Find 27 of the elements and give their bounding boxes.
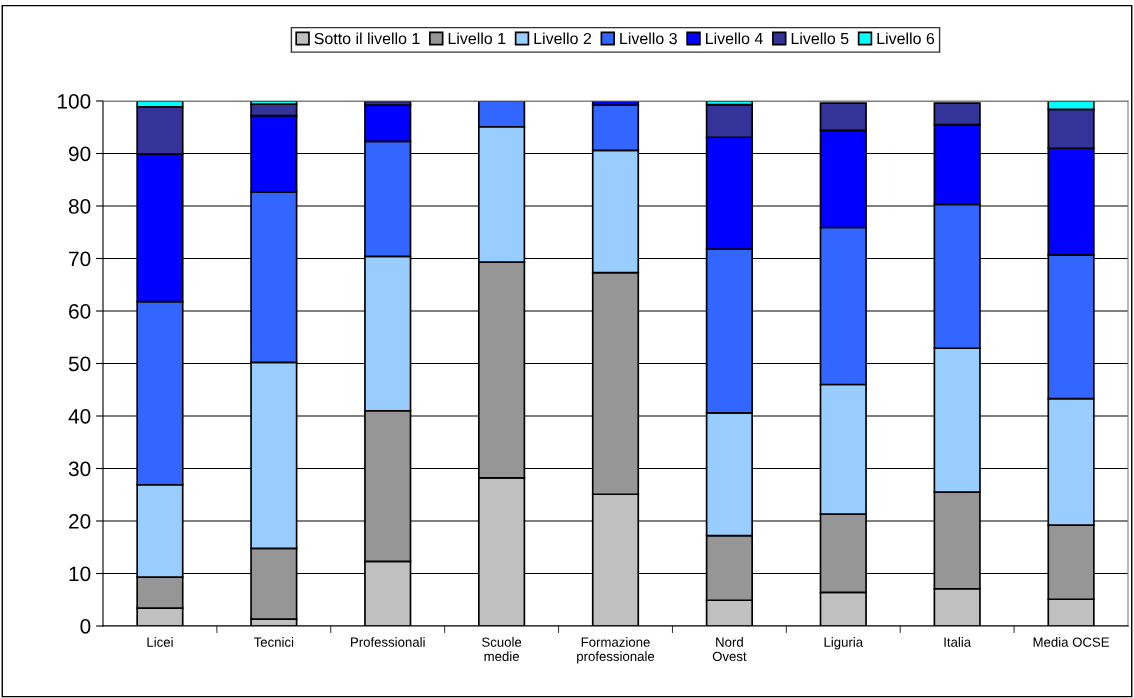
y-tick-label: 0 [80, 619, 91, 634]
x-tick-label: Licei [147, 637, 173, 647]
x-tick-label: Italia [944, 637, 972, 647]
y-tick-label: 80 [68, 199, 91, 214]
x-tick-label: Liguria [824, 637, 864, 650]
x-tick-label: Tecnici [253, 637, 294, 647]
y-tick-label: 10 [69, 566, 91, 582]
y-tick-label: 60 [69, 304, 91, 319]
y-tick-label: 40 [68, 409, 91, 424]
x-tick-label: Formazione professionale [577, 637, 655, 664]
y-tick-label: 70 [69, 251, 91, 267]
y-tick-label: 30 [68, 461, 91, 477]
legend-label: Sotto il livello 1 [314, 32, 420, 45]
legend-label: Livello 6 [877, 32, 935, 45]
y-tick-label: 50 [68, 356, 91, 372]
x-tick-label: Media OCSE [1033, 637, 1109, 647]
legend-label: Livello 5 [791, 32, 849, 45]
legend-label: Livello 4 [706, 32, 763, 45]
legend-label: Livello 1 [448, 32, 506, 45]
y-tick-label: 90 [69, 146, 91, 162]
legend-label: Livello 3 [620, 32, 677, 45]
y-tick-label: 100 [58, 94, 91, 109]
x-tick-label: Nord Ovest [712, 637, 747, 662]
x-tick-label: Professionali [351, 637, 425, 647]
x-tick-label: Scuole medie [482, 637, 522, 662]
legend-label: Livello 2 [534, 32, 591, 45]
y-tick-label: 20 [69, 514, 91, 529]
